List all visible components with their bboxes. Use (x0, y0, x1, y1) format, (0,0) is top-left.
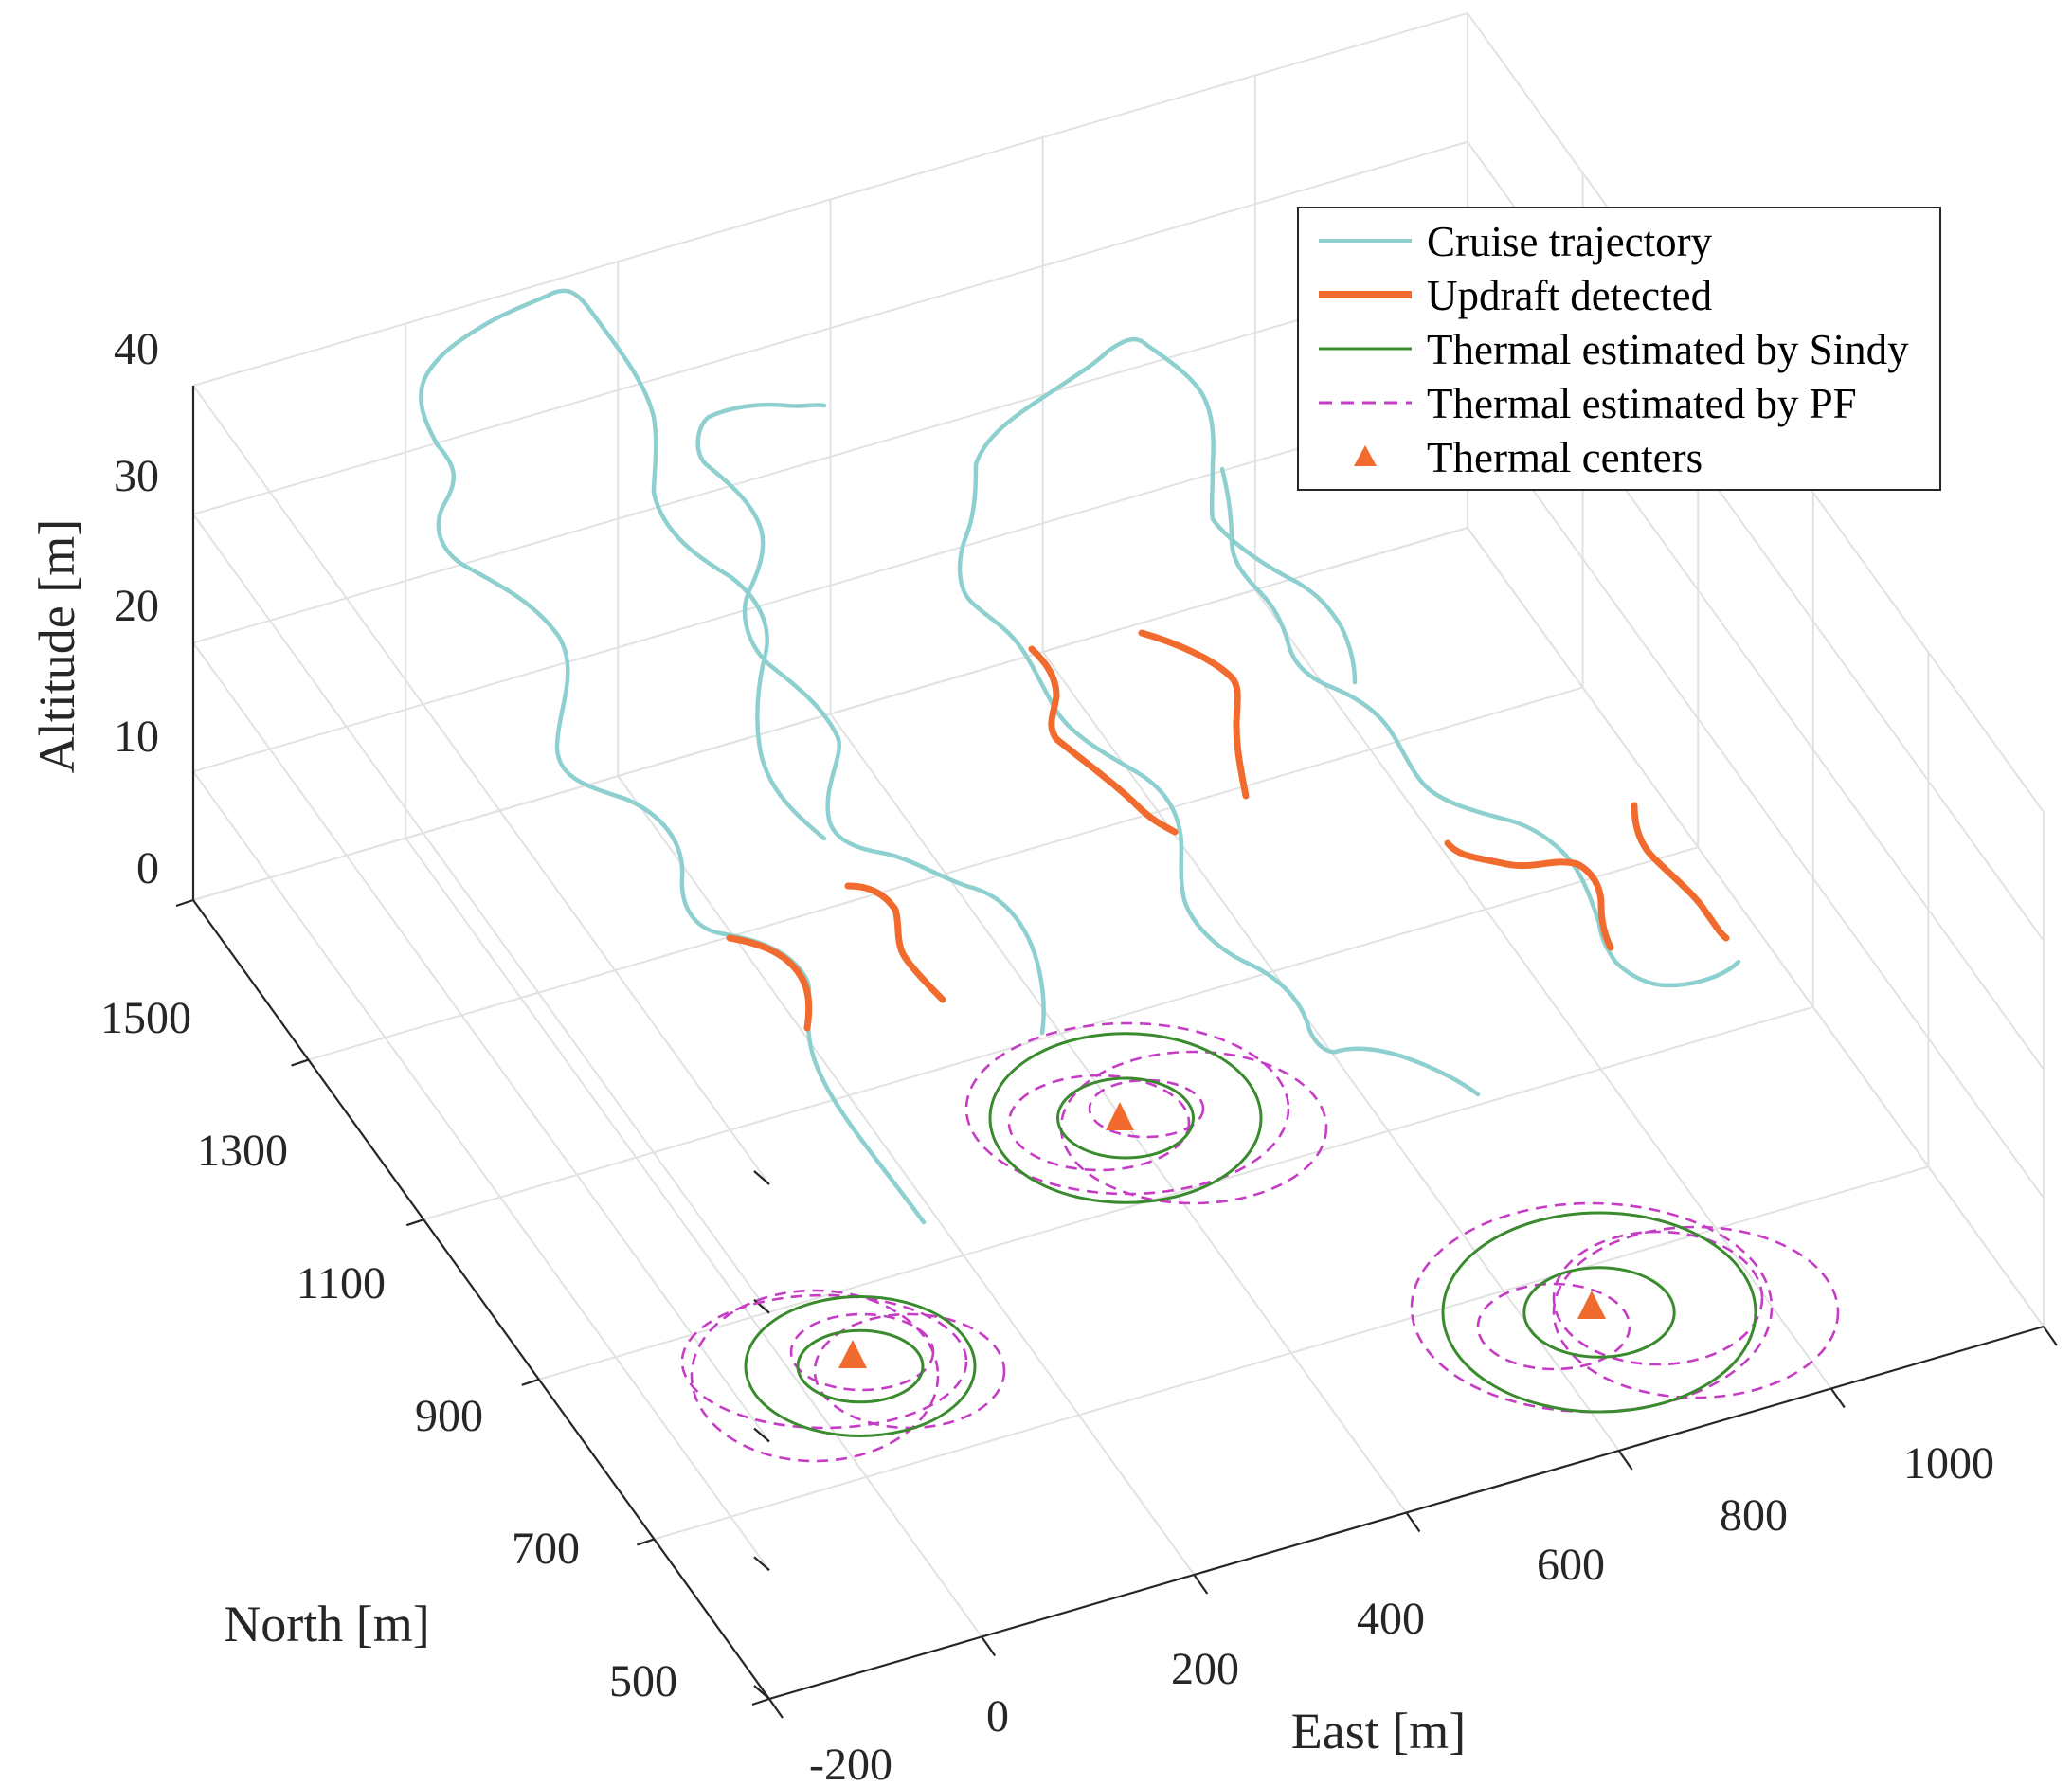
side-wall-grid-line (1467, 398, 2045, 1199)
floor-grid-line (405, 837, 982, 1638)
y-tick-label: 900 (415, 1391, 483, 1441)
y-tick-mark (291, 1058, 309, 1067)
thermal-centers (838, 1102, 1606, 1368)
floor-grid-line (617, 775, 1196, 1576)
z-tick-mark (753, 1170, 770, 1185)
back-wall-grid-line (192, 12, 1468, 387)
y-axis-label: North [m] (224, 1596, 429, 1652)
cruise-trajectory-line (957, 336, 1481, 1097)
side-wall-grid-line (1467, 527, 2045, 1327)
x-tick-mark (1829, 1387, 1846, 1409)
pf-thermal-contour (1059, 1050, 1328, 1205)
thermal-center-marker (1577, 1291, 1606, 1319)
x-tick-mark (1193, 1574, 1209, 1595)
floor-grid-line (1254, 588, 1832, 1390)
legend-label-updraft: Updraft detected (1427, 272, 1712, 319)
y-tick-mark (521, 1378, 540, 1386)
legend: Cruise trajectory Updraft detected Therm… (1297, 207, 1941, 491)
z-axis-label: Altitude [m] (28, 519, 85, 773)
tick-labels: 0 10 20 30 40 500 700 900 1100 1300 1500… (100, 324, 1994, 1787)
y-tick-label: 500 (609, 1656, 677, 1706)
updraft-segment (1444, 839, 1614, 951)
pf-thermal-contour (1552, 1225, 1840, 1399)
sindy-thermal-contour (796, 1328, 925, 1404)
floor-grid-line (423, 846, 1699, 1221)
tick-marks (175, 898, 2058, 1719)
x-tick-label: 400 (1357, 1594, 1425, 1644)
x-tick-mark (1617, 1450, 1633, 1471)
sindy-thermal-contour (1441, 1211, 1757, 1414)
x-tick-mark (1405, 1511, 1421, 1533)
x-tick-label: 200 (1171, 1644, 1239, 1694)
z-tick-label: 40 (114, 324, 159, 374)
x-tick-label: -200 (809, 1740, 892, 1787)
z-tick-mark (753, 1685, 770, 1700)
y-tick-label: 1300 (197, 1126, 288, 1176)
north-axis-line (192, 899, 770, 1700)
legend-label-sindy: Thermal estimated by Sindy (1427, 326, 1909, 373)
x-tick-mark (2043, 1326, 2058, 1346)
pf-thermal-contour (1088, 1078, 1205, 1139)
floor-grid-line (308, 686, 1583, 1061)
updraft-segment (726, 934, 813, 1032)
updraft-segment (844, 882, 946, 1003)
left-wall-grid-line (192, 514, 770, 1314)
z-tick-mark (753, 1556, 770, 1572)
x-tick-label: 0 (986, 1691, 1009, 1742)
back-wall-grid-line (192, 140, 1468, 515)
sindy-thermal-contour (1056, 1076, 1195, 1160)
left-wall-grid-line (192, 641, 770, 1443)
z-tick-label: 10 (114, 712, 159, 762)
cruise-trajectories (419, 288, 1741, 1225)
z-tick-label: 0 (136, 843, 159, 894)
legend-label-cruise: Cruise trajectory (1427, 218, 1713, 265)
y-tick-label: 1100 (297, 1258, 386, 1309)
floor-grid-line (538, 1005, 1814, 1381)
pf-thermal-contour (690, 1289, 940, 1463)
y-tick-mark (637, 1538, 655, 1546)
x-tick-label: 1000 (1903, 1438, 1994, 1489)
grid-lines (192, 12, 2045, 1700)
sindy-thermal-contour (1522, 1266, 1676, 1359)
y-tick-mark (405, 1218, 424, 1227)
cruise-trajectory-line (419, 288, 927, 1225)
z-tick-label: 30 (114, 451, 159, 501)
legend-label-pf: Thermal estimated by PF (1427, 380, 1857, 427)
thermal-estimates (680, 1021, 1840, 1463)
y-tick-mark (175, 898, 194, 908)
back-wall-grid-line (192, 269, 1468, 644)
left-wall-grid-line (192, 385, 770, 1185)
y-tick-mark (751, 1697, 770, 1706)
pf-thermal-contour (1410, 1201, 1774, 1414)
back-wall-grid-line (192, 398, 1468, 773)
sindy-thermal-contour (744, 1295, 977, 1437)
x-axis-label: East [m] (1291, 1703, 1466, 1760)
z-tick-mark (753, 1427, 770, 1443)
x-tick-label: 600 (1537, 1540, 1605, 1590)
floor-grid-line (654, 1165, 1929, 1541)
pf-thermal-contour (680, 1293, 968, 1430)
cruise-trajectory-line (695, 402, 1046, 1036)
legend-swatch-centers (1354, 445, 1377, 466)
y-tick-label: 700 (512, 1524, 580, 1574)
sindy-thermal-contour (988, 1032, 1263, 1204)
left-wall-grid-line (192, 770, 770, 1571)
legend-label-centers: Thermal centers (1427, 434, 1703, 481)
pf-thermal-contour (1552, 1230, 1764, 1366)
thermal-center-marker (838, 1340, 867, 1368)
thermal-center-marker (1106, 1102, 1134, 1130)
updraft-segment (1028, 645, 1179, 836)
y-tick-label: 1500 (100, 993, 191, 1043)
cruise-trajectory-line (1219, 466, 1741, 988)
pf-thermal-contour (1476, 1282, 1631, 1371)
x-tick-mark (768, 1698, 784, 1719)
updraft-segment (1631, 802, 1730, 942)
z-tick-label: 20 (114, 581, 159, 631)
pf-thermal-contour (789, 1312, 935, 1392)
x-tick-mark (981, 1635, 997, 1657)
updraft-segment (1138, 629, 1250, 800)
x-tick-label: 800 (1720, 1490, 1788, 1541)
